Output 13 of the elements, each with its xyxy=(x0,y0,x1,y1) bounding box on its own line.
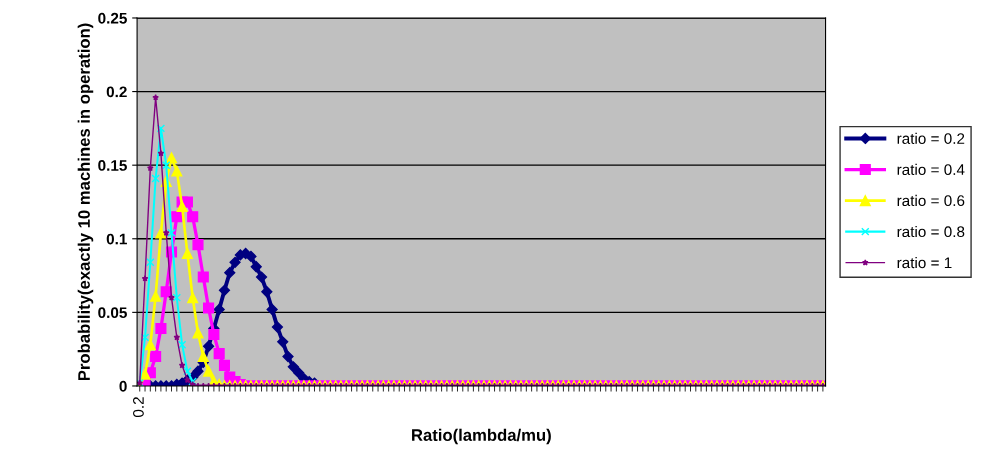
legend-label: ratio = 0.6 xyxy=(897,194,965,207)
y-tick-label: 0.2 xyxy=(106,86,127,98)
legend-label: ratio = 0.4 xyxy=(897,163,965,176)
y-tick-label: 0.05 xyxy=(98,307,127,319)
y-tick-label: 0.15 xyxy=(98,160,127,171)
y-axis-title: Probability(exactly 10 machines in operation) xyxy=(77,23,94,381)
legend-label: ratio = 0.8 xyxy=(897,225,965,238)
y-tick-label: 0 xyxy=(119,380,127,392)
legend-label: ratio = 0.2 xyxy=(897,132,965,144)
legend-label: ratio = 1 xyxy=(897,256,952,269)
y-tick-label: 0.25 xyxy=(98,12,127,24)
x-axis-title: Ratio(lambda/mu) xyxy=(412,428,551,445)
y-tick-label: 0.1 xyxy=(106,233,127,245)
